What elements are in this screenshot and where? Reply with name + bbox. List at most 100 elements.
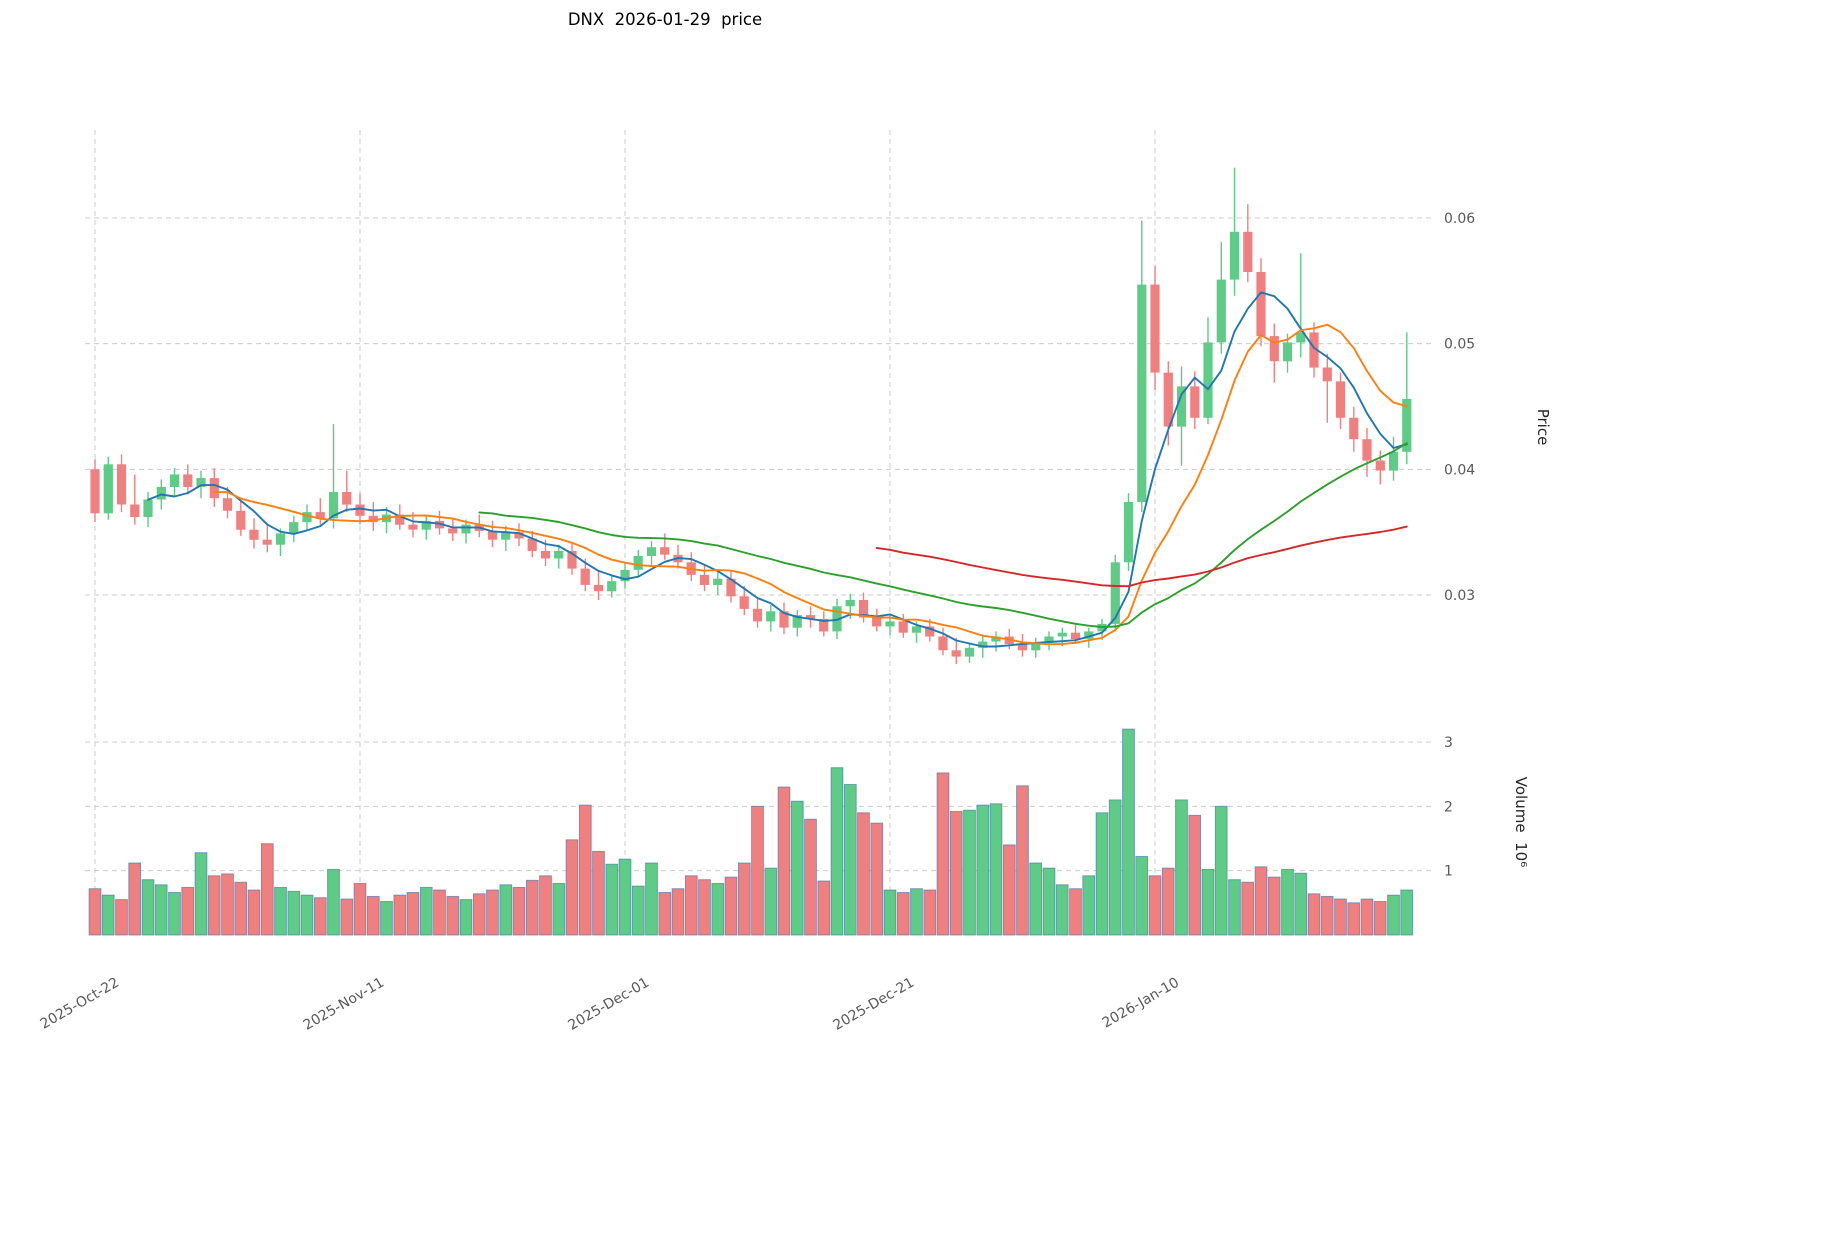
volume-bar bbox=[327, 868, 340, 936]
candle-body bbox=[872, 617, 882, 627]
ma10-line bbox=[213, 323, 1408, 646]
volume-bar bbox=[817, 880, 831, 936]
candle-body bbox=[593, 584, 604, 592]
candle-body bbox=[156, 486, 166, 500]
candle-body bbox=[964, 647, 975, 657]
candle-body bbox=[130, 504, 140, 518]
volume-bar bbox=[406, 892, 420, 936]
candle-body bbox=[408, 524, 418, 530]
volume-bar bbox=[234, 881, 248, 936]
volume-bar bbox=[300, 894, 314, 936]
candle-body bbox=[752, 608, 763, 622]
x-tick-label: 2026-Jan-10 bbox=[1100, 975, 1182, 1032]
volume-bar bbox=[1055, 884, 1069, 936]
candle-body bbox=[554, 551, 564, 559]
volume-bar bbox=[207, 875, 221, 936]
volume-bar bbox=[1267, 876, 1281, 936]
candle-body bbox=[858, 600, 869, 618]
volume-bar bbox=[101, 894, 115, 936]
volume-bar bbox=[698, 879, 711, 936]
candle-body bbox=[90, 469, 100, 514]
chart-title: DNX 2026-01-29 price bbox=[567, 10, 763, 29]
volume-bar bbox=[830, 767, 844, 936]
volume-bar bbox=[1334, 898, 1347, 936]
x-tick-label: 2025-Dec-01 bbox=[566, 975, 652, 1034]
volume-bar bbox=[1228, 879, 1241, 936]
candle-body bbox=[1322, 367, 1332, 382]
candle-body bbox=[1110, 562, 1120, 624]
candle-body bbox=[1362, 439, 1372, 461]
volume-bar bbox=[578, 804, 592, 936]
volume-bar bbox=[658, 892, 672, 936]
candle-body bbox=[991, 636, 1001, 642]
volume-bar bbox=[340, 898, 354, 936]
volume-bar bbox=[605, 863, 619, 936]
volume-bar bbox=[1201, 868, 1215, 936]
candle-body bbox=[832, 606, 842, 632]
ma30-line bbox=[478, 442, 1408, 628]
volume-bar bbox=[380, 901, 393, 936]
candle-body bbox=[739, 596, 749, 609]
candle-body bbox=[315, 512, 325, 519]
volume-bar bbox=[857, 812, 870, 936]
volume-bar bbox=[486, 889, 499, 936]
candle-body bbox=[1057, 632, 1067, 637]
candle-body bbox=[395, 514, 405, 525]
volume-bar bbox=[565, 839, 579, 936]
volume-bar bbox=[804, 818, 817, 936]
volume-bar bbox=[1016, 785, 1029, 936]
volume-bar bbox=[724, 876, 738, 936]
volume-bar bbox=[181, 886, 195, 936]
x-tick-label: 2025-Oct-22 bbox=[38, 975, 122, 1033]
volume-bar bbox=[128, 862, 142, 936]
volume-bar bbox=[1347, 902, 1361, 936]
candle-body bbox=[713, 578, 723, 585]
candle-body bbox=[819, 618, 829, 632]
x-tick-label: 2025-Nov-11 bbox=[301, 975, 387, 1034]
volume-bar bbox=[141, 879, 155, 936]
volume-bar bbox=[1294, 872, 1308, 936]
volume-bar bbox=[1148, 875, 1162, 936]
volume-bar bbox=[115, 899, 128, 936]
volume-bar bbox=[618, 858, 632, 936]
candle-body bbox=[1388, 451, 1399, 471]
volume-bar bbox=[910, 888, 923, 936]
volume-bar bbox=[221, 873, 234, 936]
volume-bar bbox=[1241, 881, 1255, 936]
volume-bar bbox=[525, 879, 539, 936]
candle-body bbox=[540, 551, 551, 559]
candle-body bbox=[275, 533, 286, 545]
volume-bar bbox=[989, 803, 1003, 936]
candle-body bbox=[633, 556, 643, 570]
candle-body bbox=[183, 474, 193, 487]
volume-tick-label: 2 bbox=[1444, 799, 1453, 815]
price-tick-label: 0.03 bbox=[1444, 588, 1475, 604]
candle-body bbox=[1123, 502, 1134, 563]
candle-body bbox=[249, 529, 259, 540]
candle-body bbox=[1017, 644, 1028, 651]
candle-body bbox=[911, 626, 922, 633]
volume-tick-label: 1 bbox=[1444, 864, 1453, 880]
volume-bar bbox=[751, 805, 764, 936]
volume-bar bbox=[1307, 893, 1321, 936]
candle-body bbox=[222, 498, 233, 511]
candle-body bbox=[580, 568, 590, 585]
candle-body bbox=[1150, 284, 1160, 373]
candle-body bbox=[448, 528, 458, 534]
candle-body bbox=[116, 464, 127, 505]
candle-body bbox=[646, 547, 657, 556]
candle-body bbox=[620, 569, 630, 582]
volume-bar bbox=[870, 822, 884, 936]
volume-bar bbox=[472, 893, 486, 936]
candle-body bbox=[169, 474, 180, 487]
candle-body bbox=[660, 547, 670, 555]
candle-body bbox=[514, 532, 524, 539]
candle-body bbox=[1137, 284, 1147, 502]
volume-bar bbox=[645, 862, 658, 936]
volume-bar bbox=[88, 888, 102, 936]
volume-bar bbox=[499, 884, 513, 936]
candle-body bbox=[1190, 386, 1200, 418]
candle-body bbox=[726, 578, 736, 597]
candle-body bbox=[1203, 342, 1213, 418]
